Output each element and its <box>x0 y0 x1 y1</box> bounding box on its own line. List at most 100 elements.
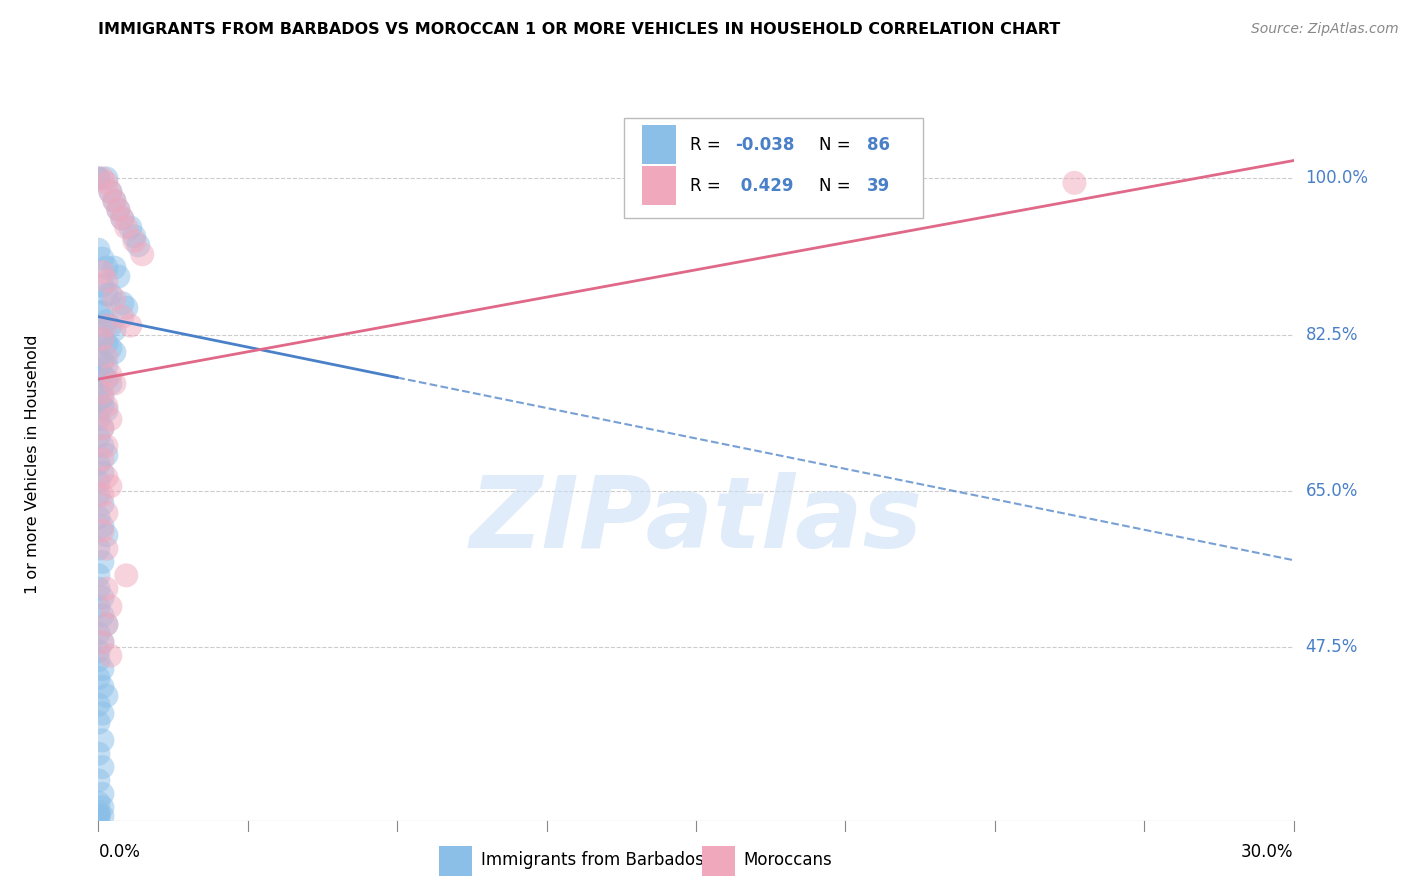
Point <box>87 805 110 819</box>
Point <box>87 809 110 823</box>
FancyBboxPatch shape <box>702 846 735 876</box>
Point <box>111 211 134 226</box>
Text: Source: ZipAtlas.com: Source: ZipAtlas.com <box>1251 22 1399 37</box>
Point <box>91 635 114 649</box>
Point <box>115 220 138 235</box>
Point <box>91 332 114 346</box>
Point <box>87 809 110 823</box>
Point <box>87 671 110 685</box>
Point <box>91 662 114 676</box>
Point <box>96 318 118 333</box>
Point <box>103 292 125 306</box>
Point <box>87 582 110 596</box>
FancyBboxPatch shape <box>624 118 922 218</box>
Point <box>91 555 114 569</box>
Point <box>91 390 114 404</box>
Point <box>91 635 114 649</box>
Point <box>96 617 118 632</box>
Point <box>87 171 110 186</box>
Point <box>124 229 146 244</box>
Point <box>87 430 110 444</box>
Point <box>120 318 142 333</box>
Point <box>91 421 114 435</box>
Point <box>91 332 114 346</box>
Point <box>115 568 138 582</box>
Point <box>91 421 114 435</box>
Text: R =: R = <box>690 136 725 153</box>
Point <box>91 171 114 186</box>
Point <box>96 448 118 462</box>
Point <box>87 243 110 257</box>
Point <box>96 403 118 417</box>
Point <box>96 274 118 288</box>
Point <box>91 591 114 605</box>
Text: R =: R = <box>690 177 725 194</box>
Point <box>87 644 110 658</box>
Point <box>96 336 118 351</box>
Point <box>96 176 118 190</box>
Point <box>91 354 114 368</box>
Point <box>87 385 110 400</box>
Point <box>96 359 118 373</box>
Point <box>96 314 118 328</box>
Point <box>107 202 129 217</box>
Point <box>87 457 110 471</box>
Text: 47.5%: 47.5% <box>1305 638 1358 656</box>
Text: 0.0%: 0.0% <box>98 843 141 861</box>
Point <box>91 265 114 279</box>
Point <box>91 368 114 382</box>
Point <box>96 689 118 703</box>
Text: IMMIGRANTS FROM BARBADOS VS MOROCCAN 1 OR MORE VEHICLES IN HOUSEHOLD CORRELATION: IMMIGRANTS FROM BARBADOS VS MOROCCAN 1 O… <box>98 22 1060 37</box>
Point <box>107 202 129 217</box>
Point <box>127 238 149 252</box>
Point <box>98 599 122 614</box>
Point <box>98 412 122 426</box>
Point <box>98 318 122 333</box>
Point <box>96 287 118 301</box>
Point <box>91 524 114 538</box>
Point <box>98 368 122 382</box>
Point <box>96 541 118 556</box>
Point <box>87 488 110 502</box>
Point <box>96 372 118 386</box>
Point <box>120 220 142 235</box>
Point <box>87 796 110 810</box>
Point <box>91 452 114 467</box>
Point <box>87 599 110 614</box>
Text: Immigrants from Barbados: Immigrants from Barbados <box>481 851 704 869</box>
Point <box>91 399 114 413</box>
Point <box>87 305 110 319</box>
Point <box>87 327 110 342</box>
Point <box>91 809 114 823</box>
Text: 86: 86 <box>868 136 890 153</box>
Point <box>98 185 122 199</box>
Text: 82.5%: 82.5% <box>1305 326 1358 343</box>
Point <box>111 310 134 324</box>
Point <box>96 470 118 484</box>
Text: 65.0%: 65.0% <box>1305 482 1358 500</box>
Text: 0.429: 0.429 <box>735 177 794 194</box>
Point <box>91 800 114 814</box>
Point <box>91 519 114 533</box>
Text: 30.0%: 30.0% <box>1241 843 1294 861</box>
FancyBboxPatch shape <box>439 846 472 876</box>
Point <box>91 706 114 721</box>
Point <box>103 194 125 208</box>
Point <box>103 194 125 208</box>
Text: Moroccans: Moroccans <box>744 851 832 869</box>
Point <box>87 363 110 377</box>
Point <box>115 301 138 315</box>
Point <box>103 260 125 275</box>
FancyBboxPatch shape <box>643 166 676 205</box>
Text: 1 or more Vehicles in Household: 1 or more Vehicles in Household <box>25 334 41 593</box>
Point <box>91 385 114 400</box>
Point <box>96 260 118 275</box>
Text: N =: N = <box>820 177 856 194</box>
Text: 100.0%: 100.0% <box>1305 169 1368 187</box>
Point <box>103 376 125 391</box>
Point <box>124 234 146 248</box>
Point <box>87 747 110 761</box>
Point <box>87 541 110 556</box>
Point <box>91 305 114 319</box>
Point <box>111 211 134 226</box>
